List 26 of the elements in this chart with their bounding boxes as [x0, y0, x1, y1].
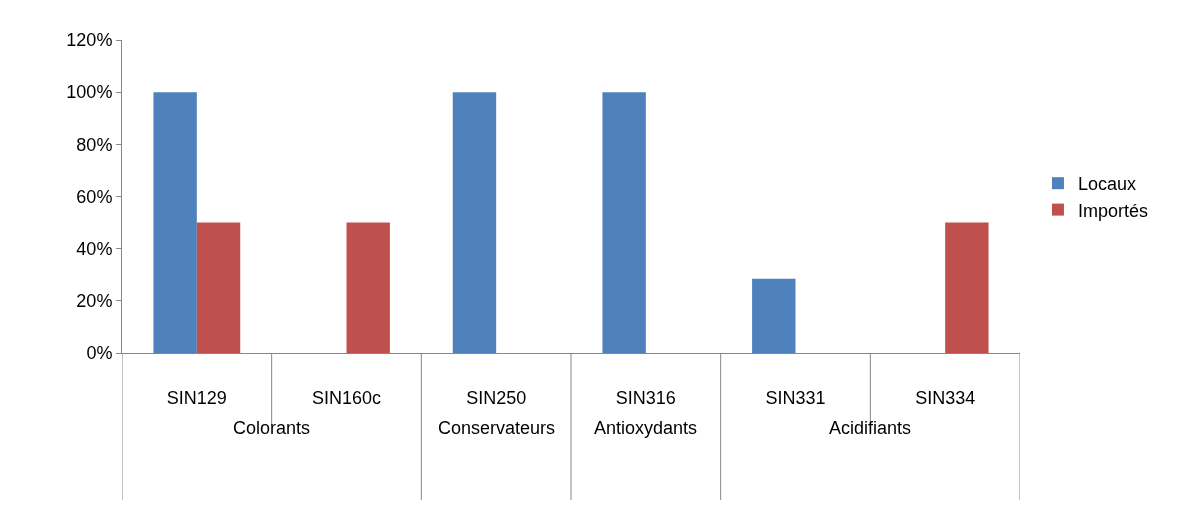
text: Acidifiants [829, 418, 912, 438]
x-tick-label: SIN160c [311, 387, 382, 408]
x-tick-label: SIN129 [166, 387, 227, 408]
text: Conservateurs [438, 418, 556, 438]
y-tick-label: 40% [76, 238, 113, 259]
legend-label: Importés [1077, 200, 1148, 221]
x-tick-label: SIN250 [466, 387, 527, 408]
bar [752, 278, 796, 353]
bar [945, 222, 989, 353]
y-tick-label: 80% [76, 134, 113, 155]
text: Antioxydants [594, 418, 698, 438]
y-tick-label: 0% [86, 343, 113, 364]
y-tick-label: 60% [76, 186, 113, 207]
bar [346, 222, 390, 353]
bar [452, 92, 497, 353]
text: Colorants [233, 418, 311, 438]
x-tick-label: SIN316 [615, 387, 676, 408]
y-tick-label: 100% [66, 82, 113, 103]
y-tick-label: 120% [66, 30, 113, 51]
bar [153, 92, 197, 353]
x-tick-label: SIN334 [915, 387, 976, 408]
legend-label: Locaux [1077, 174, 1137, 195]
x-tick-label: SIN331 [765, 387, 826, 408]
bar [196, 222, 241, 353]
y-tick-label: 20% [76, 291, 113, 312]
bar [602, 92, 646, 353]
